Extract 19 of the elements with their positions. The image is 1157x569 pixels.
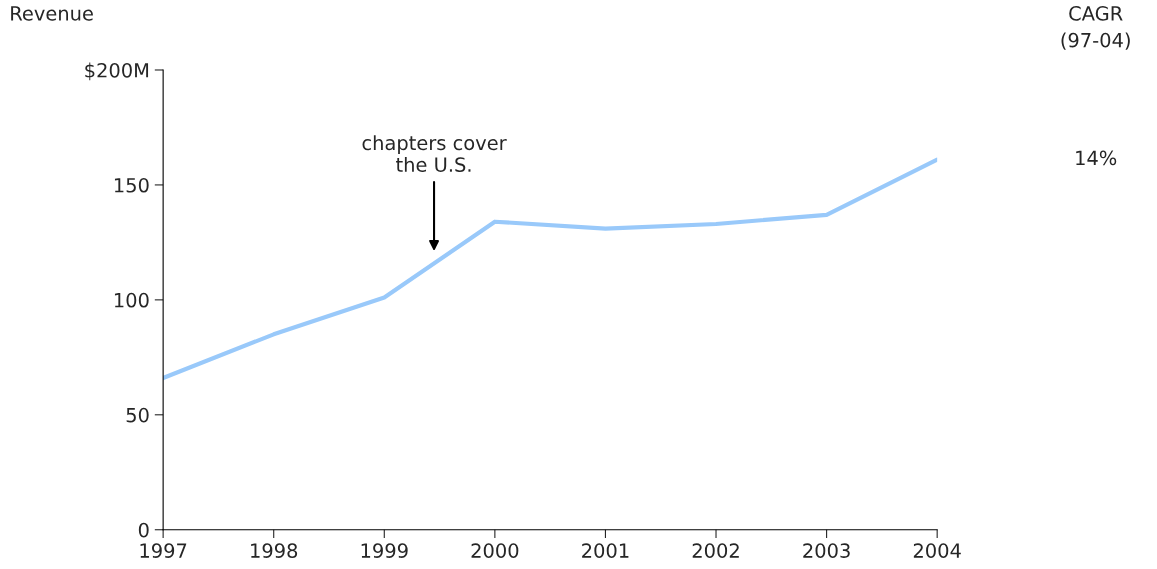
x-tick-label: 2003: [803, 543, 850, 558]
text: (97-04): [1061, 32, 1130, 50]
y-axis-title: Revenue: [11, 6, 93, 21]
x-tick-label: 2004: [913, 543, 961, 558]
line-series: [163, 157, 938, 381]
y-tick-label: 50: [126, 407, 149, 423]
x-tick-label: 1998: [251, 543, 298, 558]
x-tick-label: 2000: [471, 543, 519, 558]
x-tick-label: 2001: [582, 543, 629, 558]
x-tick-label: 2002: [692, 543, 739, 558]
annotation: chapters cover the U.S.: [362, 135, 507, 172]
y-tick-label: $200M: [85, 62, 149, 81]
text: CAGR: [1069, 6, 1123, 21]
x-tick-label: 1997: [140, 543, 187, 558]
y-tick-label: 150: [114, 177, 149, 193]
y-tick-label: 100: [114, 292, 149, 308]
text: 14%: [1076, 150, 1117, 166]
y-tick-label: 0: [138, 522, 149, 538]
x-tick-label: 1999: [361, 543, 408, 558]
